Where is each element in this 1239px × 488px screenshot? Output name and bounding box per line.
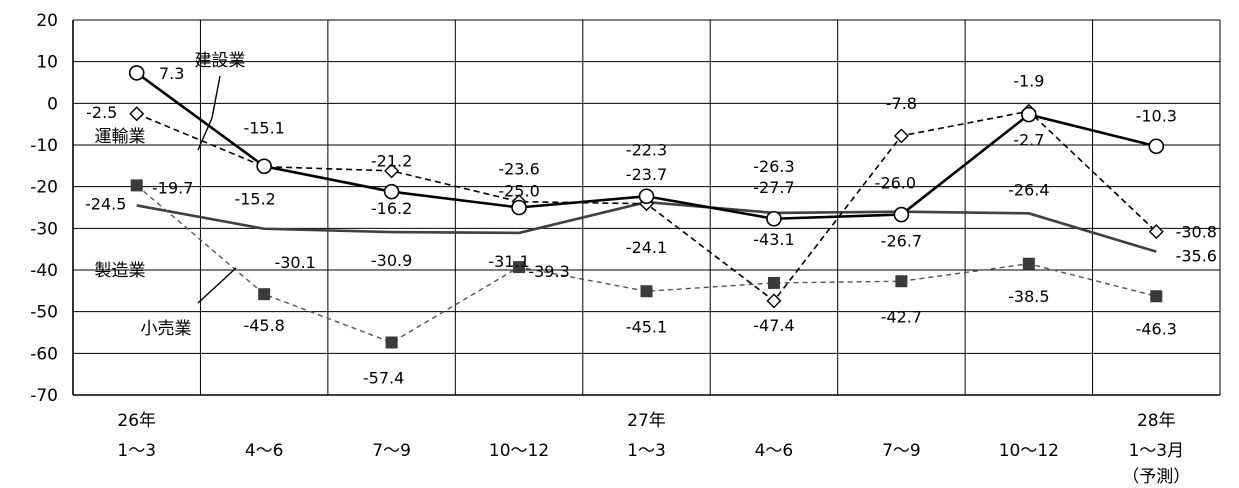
data-label: -16.2	[371, 199, 412, 218]
data-label: -25.0	[498, 182, 539, 201]
data-label: -42.7	[881, 307, 922, 326]
y-tick-label: -50	[30, 303, 58, 323]
leader-line	[197, 75, 221, 151]
data-label: -26.3	[753, 157, 794, 176]
data-point	[1148, 224, 1164, 240]
data-point	[640, 285, 653, 298]
data-labels: 7.3 -15.1 -21.2 -25.0 -22.3 -27.7 -26.7 -2.7 -10…	[85, 64, 1217, 388]
data-label: -1.9	[1013, 71, 1044, 90]
data-point	[766, 210, 782, 227]
data-label: -26.0	[875, 174, 916, 193]
data-point	[1148, 138, 1165, 155]
data-point	[893, 206, 910, 223]
data-label: -45.8	[243, 316, 284, 335]
data-label: -15.2	[234, 190, 275, 209]
data-label: -27.7	[753, 178, 794, 197]
data-label: -30.9	[371, 251, 412, 270]
data-label: -19.7	[152, 178, 193, 197]
x-tick-label: 4～6	[245, 441, 284, 461]
data-label: -24.5	[85, 194, 126, 213]
x-tick-label: 1～3	[117, 441, 156, 461]
series-label: 製造業	[95, 261, 146, 281]
data-label: -45.1	[626, 317, 667, 336]
x-tick-label: 10～12	[999, 441, 1059, 461]
y-tick-label: -70	[30, 386, 58, 406]
y-tick-label: -30	[30, 219, 58, 239]
data-label: -23.6	[498, 160, 539, 179]
y-axis-ticks: 20 10 0 -10 -20 -30 -40 -50 -60 -70	[30, 11, 58, 406]
data-label: -57.4	[363, 369, 404, 388]
data-point	[895, 275, 908, 288]
x-tick-label: 7～9	[372, 441, 411, 461]
data-point	[258, 288, 271, 301]
x-tick-label: 26年	[117, 411, 156, 431]
series-markers	[128, 65, 1165, 349]
x-axis-ticks: 26年 1～3 4～6 7～9 10～12 27年 1～3 4～6 7～9 10～12 28年 1～3…	[117, 411, 1190, 487]
data-label: -2.5	[86, 103, 117, 122]
y-tick-label: -40	[30, 261, 58, 281]
y-tick-label: 0	[47, 94, 58, 114]
data-point	[1022, 257, 1035, 270]
data-label: -26.4	[1008, 180, 1049, 199]
x-tick-label: 1～3月	[1128, 441, 1184, 461]
series-label: 建設業	[195, 51, 246, 71]
data-label: -30.8	[1176, 223, 1217, 242]
data-point	[384, 163, 400, 179]
data-point	[383, 183, 400, 200]
data-point	[511, 199, 527, 216]
y-tick-label: 20	[36, 11, 58, 31]
data-point	[638, 188, 655, 205]
data-label: -10.3	[1136, 106, 1177, 125]
data-point	[893, 128, 909, 144]
data-point	[513, 261, 526, 274]
data-label: -46.3	[1136, 319, 1177, 338]
x-tick-label: 7～9	[882, 441, 921, 461]
data-label: -35.6	[1176, 247, 1217, 266]
x-tick-label: 4～6	[755, 441, 794, 461]
x-tick-label: 28年	[1137, 411, 1176, 431]
x-tick-label: 1～3	[627, 441, 666, 461]
leader-line	[197, 267, 237, 304]
data-label: -2.7	[1013, 131, 1044, 150]
series-label: 小売業	[141, 319, 192, 339]
x-tick-label: 27年	[627, 411, 666, 431]
data-point	[1150, 290, 1163, 303]
y-tick-label: -10	[30, 136, 58, 156]
y-tick-label: 10	[36, 53, 58, 73]
data-label: -26.7	[881, 232, 922, 251]
data-label: -15.1	[243, 118, 284, 137]
data-label: -30.1	[274, 253, 315, 272]
data-label: -39.3	[528, 262, 569, 281]
data-label: -38.5	[1008, 287, 1049, 306]
data-point	[129, 106, 145, 122]
data-point	[385, 336, 398, 349]
data-label: -43.1	[753, 230, 794, 249]
data-label: -24.1	[626, 238, 667, 257]
data-point	[256, 158, 272, 175]
x-tick-label: 10～12	[489, 441, 549, 461]
y-tick-label: -20	[30, 178, 58, 198]
data-label: -21.2	[371, 152, 412, 171]
y-tick-label: -60	[30, 344, 58, 364]
data-point	[1021, 106, 1037, 123]
data-point	[766, 293, 782, 309]
series-label: 運輸業	[95, 127, 146, 147]
data-label: -7.8	[886, 94, 917, 113]
data-label: 7.3	[159, 64, 184, 83]
data-point	[767, 276, 780, 289]
series-line	[136, 184, 1157, 344]
data-label: -22.3	[626, 140, 667, 159]
x-tick-label: （予測）	[1122, 467, 1190, 487]
data-point	[128, 65, 145, 81]
data-point	[130, 179, 143, 192]
data-label: -47.4	[753, 316, 794, 335]
data-label: -31.1	[488, 252, 529, 271]
data-label: -23.7	[626, 165, 667, 184]
